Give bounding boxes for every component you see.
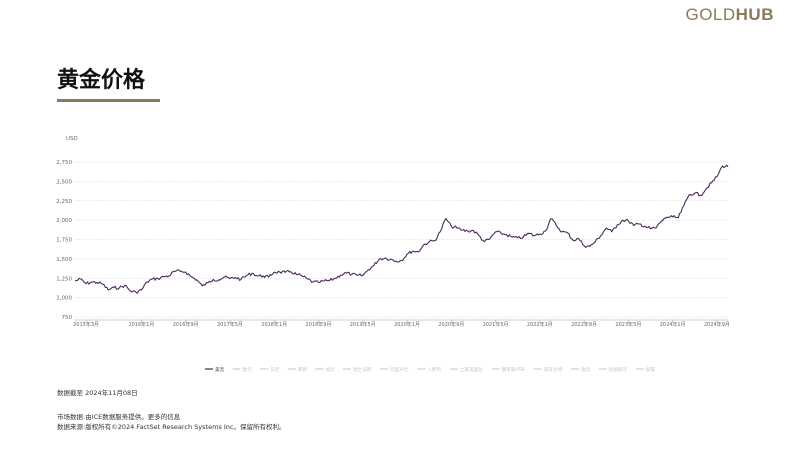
legend-label: 土耳其里拉	[460, 366, 483, 373]
goldhub-logo[interactable]: GOLDHUB	[685, 5, 774, 25]
title-underline	[57, 99, 160, 102]
legend-item[interactable]: 瑞士法郎	[343, 366, 372, 373]
legend-item[interactable]: 加元	[315, 366, 335, 373]
x-tick-label: 2020年9月	[438, 321, 464, 328]
logo-gold-text: GOLD	[685, 5, 736, 24]
legend-label: 美元	[215, 366, 225, 373]
legend-label: 南非兰特	[544, 366, 563, 373]
x-tick-label: 2016年1月	[128, 321, 154, 328]
legend-label: 瑞士法郎	[353, 366, 372, 373]
x-tick-label: 2021年5月	[483, 321, 509, 328]
legend-label: 澳元	[581, 366, 591, 373]
y-tick-label: 750	[62, 315, 73, 321]
legend-item[interactable]: 澳元	[571, 366, 591, 373]
legend-label: 俄罗斯卢布	[502, 366, 525, 373]
y-tick-label: 1,000	[56, 296, 72, 302]
legend-item[interactable]: 新加坡元	[598, 366, 628, 373]
legend-label: 印度卢比	[390, 366, 409, 373]
legend-item[interactable]: 泰铢	[635, 366, 656, 373]
legend-item[interactable]: 英镑	[287, 366, 308, 373]
x-tick-label: 2020年1月	[394, 321, 420, 328]
legend-item[interactable]: 土耳其里拉	[449, 366, 483, 373]
x-tick-label: 2018年1月	[261, 321, 287, 328]
legend-label: 人民币	[427, 366, 441, 373]
legend-item[interactable]: 南非兰特	[533, 366, 563, 373]
x-tick-label: 2019年5月	[350, 321, 376, 328]
page-title: 黄金价格	[57, 68, 146, 93]
y-tick-label: 2,750	[56, 160, 72, 166]
y-tick-label: 1,750	[56, 238, 72, 244]
legend-item[interactable]: 日元	[260, 367, 280, 373]
legend-item[interactable]: 人民币	[417, 366, 442, 373]
legend-label: 加元	[325, 366, 335, 373]
y-tick-label: 1,500	[56, 257, 72, 263]
y-tick-label: 2,500	[56, 179, 72, 185]
data-as-of-note: 数据截至 2024年11月08日	[57, 389, 138, 397]
y-tick-label: 2,000	[56, 218, 72, 224]
legend-item[interactable]: 美元	[205, 366, 225, 373]
legend-label: 欧元	[243, 366, 253, 373]
series-line-美元	[74, 164, 729, 294]
legend-label: 英镑	[298, 366, 308, 373]
x-tick-label: 2015年3月	[73, 321, 99, 328]
x-tick-label: 2024年1月	[660, 321, 686, 328]
logo-hub-text: HUB	[735, 5, 774, 24]
y-tick-label: 1,250	[56, 276, 72, 282]
legend-item[interactable]: 欧元	[232, 366, 253, 373]
x-tick-label: 2018年9月	[306, 321, 332, 328]
legend-item[interactable]: 印度卢比	[380, 366, 409, 373]
legend-label: 日元	[270, 367, 280, 373]
x-tick-label: 2016年9月	[173, 321, 199, 328]
y-axis-unit-label: USD	[66, 136, 78, 142]
x-tick-label: 2017年5月	[217, 321, 243, 328]
x-tick-label: 2023年5月	[615, 321, 641, 328]
x-tick-label: 2024年9月	[704, 321, 730, 328]
data-source-credit: 数据来源:版权所有©2024 FactSet Research Systems …	[57, 423, 286, 431]
x-tick-label: 2022年9月	[571, 321, 597, 328]
market-data-credit[interactable]: 市场数据:由ICE数据服务提供。更多的信息	[57, 413, 181, 421]
x-tick-label: 2022年1月	[527, 321, 553, 328]
legend-label: 新加坡元	[609, 366, 628, 373]
legend-item[interactable]: 俄罗斯卢布	[491, 366, 525, 373]
y-tick-label: 2,250	[56, 199, 72, 205]
legend-label: 泰铢	[646, 366, 656, 373]
